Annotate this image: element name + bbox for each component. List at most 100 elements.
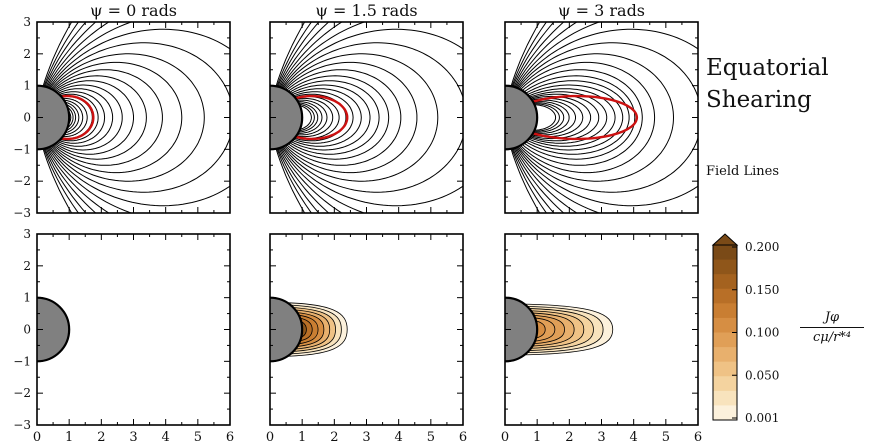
colorbar: 0.200 0.150 0.100 0.050 0.001 — [711, 233, 779, 425]
field-line — [37, 22, 97, 213]
field-line — [270, 42, 463, 193]
field-line — [505, 61, 656, 174]
x-tick-label: 1 — [533, 430, 541, 445]
x-tick-label: 3 — [362, 430, 370, 445]
panel-content — [37, 22, 230, 213]
x-tick-label: 0 — [33, 430, 41, 445]
field-line — [37, 22, 80, 213]
panel-6: 0 1 2 3 4 5 6 — [501, 233, 702, 445]
colorbar-segment — [713, 317, 737, 333]
y-tick-label: 2 — [23, 259, 31, 273]
star — [270, 296, 304, 363]
x-tick-label: 1 — [65, 430, 73, 445]
field-line — [505, 69, 643, 166]
field-lines-label: Field Lines — [706, 164, 780, 179]
field-line — [270, 22, 330, 213]
x-tick-label: 6 — [226, 430, 234, 445]
x-tick-label: 2 — [330, 430, 338, 445]
panel-content — [505, 22, 698, 213]
x-tick-label: 3 — [129, 430, 137, 445]
y-tick-label: −3 — [13, 418, 31, 432]
field-line — [270, 22, 366, 213]
y-tick-label: 2 — [23, 47, 31, 61]
colorbar-tick-label: 0.050 — [745, 368, 779, 382]
field-line — [270, 61, 418, 174]
colorbar-segment — [713, 347, 737, 363]
panel-2: ψ = 1.5 rads — [269, 1, 464, 214]
panel-title: ψ = 0 rads — [90, 1, 177, 20]
field-line — [37, 28, 230, 207]
y-tick-label: −2 — [13, 386, 31, 400]
star — [270, 84, 304, 151]
panel-title: ψ = 1.5 rads — [315, 1, 417, 20]
panel-content — [270, 22, 463, 213]
x-tick-label: 4 — [395, 430, 403, 445]
field-line — [37, 22, 133, 213]
colorbar-label: Jφ cμ/r*⁴ — [800, 310, 864, 345]
x-tick-label: 2 — [97, 430, 105, 445]
field-line — [37, 53, 205, 182]
x-tick-label: 4 — [162, 430, 170, 445]
colorbar-segment — [713, 303, 737, 319]
y-tick-label: −1 — [13, 354, 31, 368]
star — [37, 84, 71, 151]
field-line — [505, 22, 601, 213]
x-tick-label: 0 — [266, 430, 274, 445]
panel-title: ψ = 3 rads — [558, 1, 645, 20]
colorbar-segment — [713, 259, 737, 275]
colorbar-segment — [713, 274, 737, 290]
field-line — [37, 42, 230, 193]
x-tick-label: 0 — [501, 430, 509, 445]
colorbar-tick-label: 0.150 — [745, 283, 779, 297]
colorbar-label-denominator: cμ/r*⁴ — [812, 330, 852, 345]
title-line-2: Shearing — [706, 87, 812, 113]
field-line — [505, 42, 698, 193]
colorbar-extend-arrow — [711, 233, 739, 246]
y-tick-label: 1 — [23, 79, 31, 93]
field-line — [505, 22, 578, 213]
x-tick-label: 3 — [597, 430, 605, 445]
field-line — [37, 61, 183, 174]
y-tick-label: 0 — [23, 323, 31, 337]
colorbar-segment — [713, 288, 737, 304]
panel-4: 0 1 2 3 4 5 6 3 2 1 0 −1 −2 −3 — [13, 227, 234, 445]
field-line — [505, 53, 675, 182]
y-tick-label: 0 — [23, 111, 31, 125]
colorbar-segment — [713, 245, 737, 261]
title-line-1: Equatorial — [706, 55, 829, 81]
x-tick-label: 5 — [194, 430, 202, 445]
panel-content — [270, 296, 348, 363]
colorbar-segment — [713, 405, 737, 421]
x-tick-label: 5 — [662, 430, 670, 445]
field-line — [270, 28, 463, 207]
y-tick-label: −2 — [13, 174, 31, 188]
x-tick-label: 1 — [298, 430, 306, 445]
panel-5: 0 1 2 3 4 5 6 — [266, 233, 467, 445]
y-tick-label: 1 — [23, 291, 31, 305]
colorbar-segment — [713, 361, 737, 377]
star — [37, 296, 71, 363]
colorbar-label-numerator: Jφ — [800, 310, 864, 328]
x-tick-label: 5 — [427, 430, 435, 445]
field-line — [505, 22, 565, 213]
field-line — [505, 28, 698, 207]
colorbar-segment — [713, 390, 737, 406]
colorbar-segment — [713, 376, 737, 392]
colorbar-segment — [713, 332, 737, 348]
y-tick-label: −1 — [13, 142, 31, 156]
y-tick-label: −3 — [13, 206, 31, 220]
x-tick-label: 2 — [565, 430, 573, 445]
field-line — [270, 53, 439, 182]
colorbar-tick-label: 0.100 — [745, 326, 779, 340]
field-line — [270, 22, 343, 213]
colorbar-tick-label: 0.001 — [745, 411, 779, 425]
panel-1: 3 2 1 0 −1 −2 −3 ψ = 0 rads — [13, 1, 231, 220]
figure-side-title: Equatorial Shearing — [706, 52, 829, 116]
field-line — [37, 22, 110, 213]
colorbar-tick-label: 0.200 — [745, 240, 779, 254]
y-tick-label: 3 — [23, 15, 31, 29]
panel-content — [37, 296, 71, 363]
field-line — [37, 22, 87, 213]
panel-content — [505, 296, 614, 363]
